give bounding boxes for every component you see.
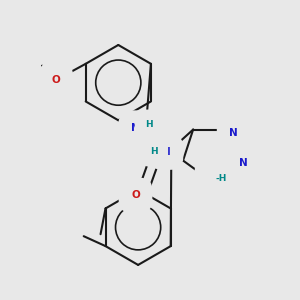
Text: -H: -H (216, 174, 227, 183)
Text: N: N (207, 172, 216, 182)
Text: N: N (239, 158, 248, 167)
Text: N: N (131, 123, 140, 133)
Text: N: N (229, 128, 238, 137)
Text: O: O (52, 75, 60, 85)
Text: H: H (146, 120, 153, 129)
Text: H: H (150, 147, 157, 156)
Text: N: N (162, 147, 171, 157)
Text: O: O (131, 190, 140, 200)
